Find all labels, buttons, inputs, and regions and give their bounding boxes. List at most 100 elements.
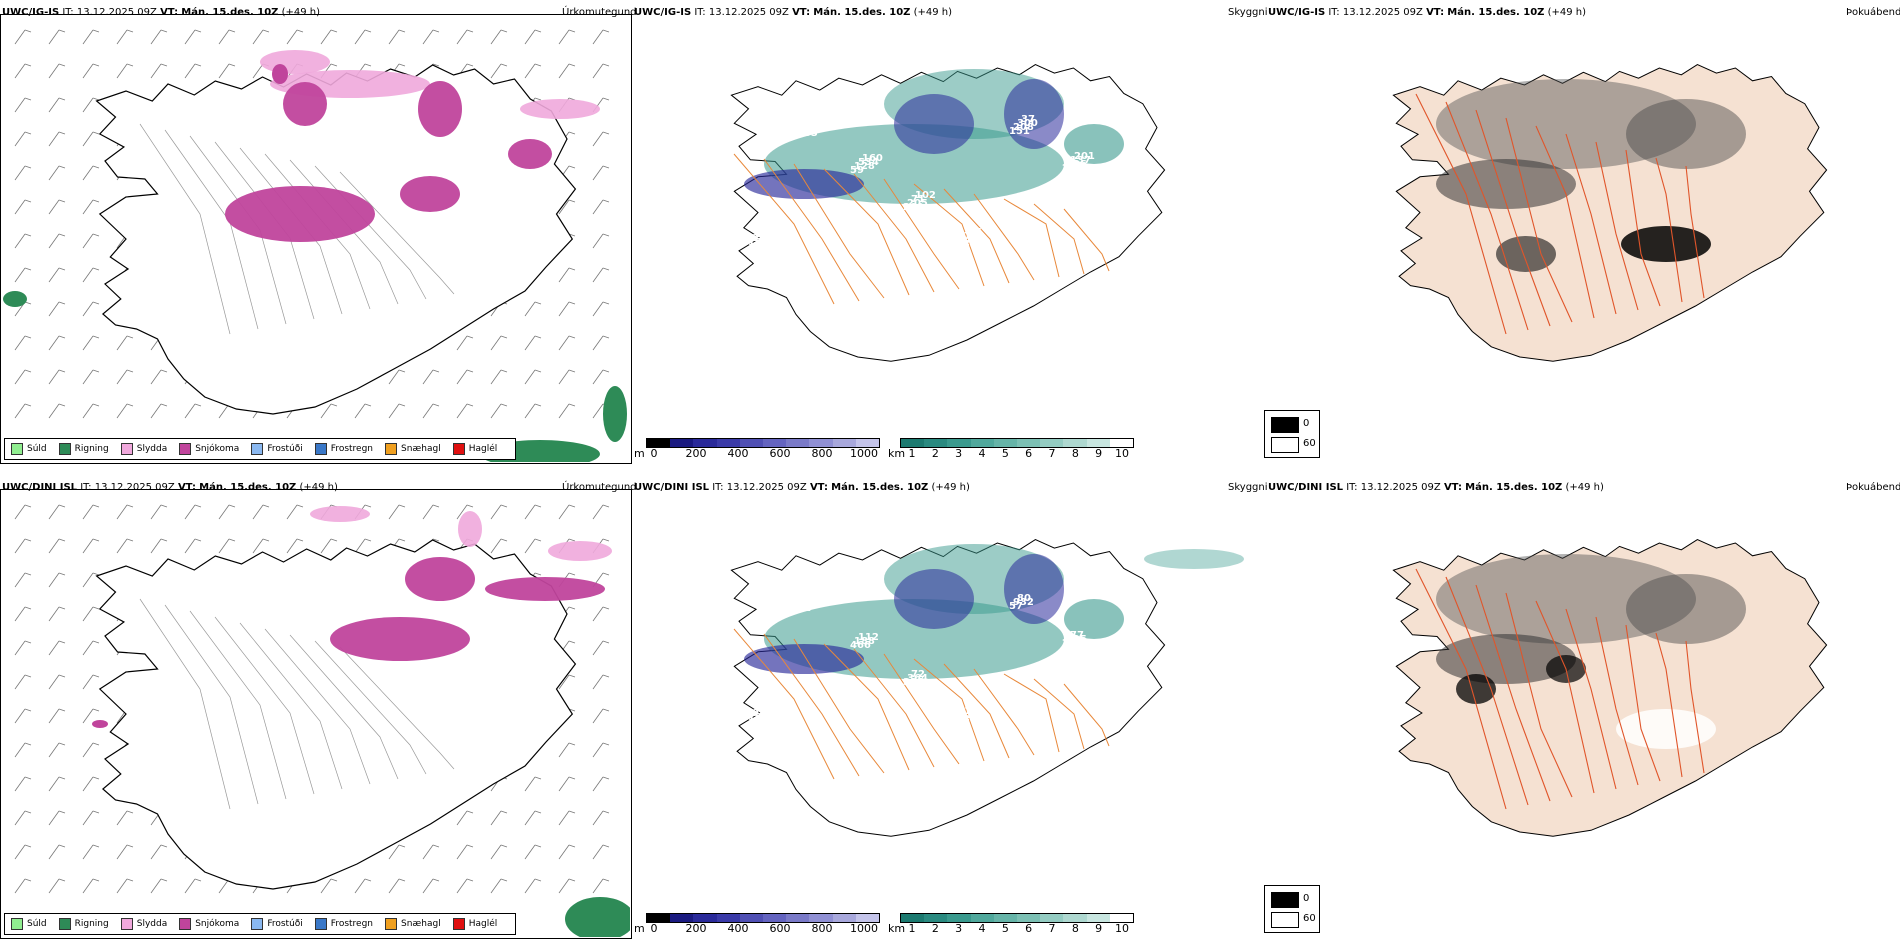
fog-legend-light-swatch xyxy=(1271,437,1299,453)
init-label: IT: xyxy=(80,482,92,493)
colorbar-tick: 400 xyxy=(727,447,749,460)
init-label: IT: xyxy=(694,7,706,18)
legend-swatch xyxy=(179,443,192,455)
iceland-outline xyxy=(1392,64,1828,362)
ceiling-height-label: 275 xyxy=(1127,188,1148,199)
ceiling-height-label: 106 xyxy=(1066,159,1087,170)
init-label: IT: xyxy=(712,482,724,493)
colorbar-tick: 10 xyxy=(1115,922,1129,935)
colorbar-segment xyxy=(786,439,810,447)
ceiling-height-label: 95 xyxy=(1115,200,1129,211)
fog-title: Þokuábendi xyxy=(1846,7,1900,18)
colorbar-segment xyxy=(901,439,925,447)
legend-swatch xyxy=(314,918,327,930)
legend-label: Slydda xyxy=(136,919,168,929)
colorbar-segment xyxy=(832,914,856,922)
valid-label: VT: xyxy=(792,7,811,18)
colorbar-segment xyxy=(1063,439,1087,447)
fog-legend-light-label: 60 xyxy=(1303,438,1316,449)
fog-area xyxy=(1436,634,1576,684)
colorbar-tick: 600 xyxy=(769,447,791,460)
legend-item: Slydda xyxy=(120,443,168,455)
legend-item: Snjókoma xyxy=(179,918,239,930)
legend-label: Haglél xyxy=(468,444,498,454)
low-ceiling-area xyxy=(1004,554,1064,624)
colorbar-tick: 3 xyxy=(955,447,963,460)
fog-area xyxy=(1436,79,1696,169)
fog-panel: 0 60 xyxy=(1264,489,1900,939)
low-visibility-area xyxy=(1144,549,1244,569)
colorbar-segment xyxy=(832,439,856,447)
visibility-map: 128 11 466 302 73 57 224 146 180 252 188 364 116 932 1… xyxy=(730,539,1244,837)
init-time: 13.12.2025 09Z xyxy=(1342,7,1423,18)
colorbar-segment xyxy=(786,914,810,922)
colorbar-segment xyxy=(1017,914,1041,922)
colorbar-segment xyxy=(855,439,880,447)
legend-swatch xyxy=(11,443,23,455)
legend-swatch xyxy=(58,918,71,930)
lead-time: (+49 h) xyxy=(299,482,338,493)
fog-area xyxy=(1496,236,1556,272)
colorbar-tick: 800 xyxy=(811,922,833,935)
valid-label: VT: xyxy=(160,7,179,18)
snow-area xyxy=(283,82,327,126)
colorbar-segment xyxy=(739,439,764,447)
legend-swatch xyxy=(452,918,465,930)
legend-swatch xyxy=(58,443,71,455)
model-name: UWC/IG-IS xyxy=(2,7,60,18)
legend-label: Frostregn xyxy=(330,444,374,454)
init-time: 13.12.2025 09Z xyxy=(76,7,157,18)
ceiling-height-label: 245 xyxy=(960,235,981,246)
bottom-row: Súld Rigning Slydda Snjókoma Frostúði Frostre… xyxy=(0,475,1900,950)
fog-legend-dark-swatch xyxy=(1271,417,1299,433)
legend-item: Rigning xyxy=(58,443,109,455)
ceiling-colorbar: m 0 200 400 600 800 1000 xyxy=(634,913,884,939)
ceiling-height-label: 77 xyxy=(1070,630,1084,641)
colorbar-segment xyxy=(970,914,994,922)
colorbar-segment xyxy=(993,914,1018,922)
colorbar-tick: 1 xyxy=(908,447,916,460)
snow-area xyxy=(400,176,460,212)
ceiling-height-label: 128 xyxy=(744,566,765,577)
legend-item: Súld xyxy=(11,918,47,930)
init-time: 13.12.2025 09Z xyxy=(94,482,175,493)
legend-swatch xyxy=(251,918,264,930)
colorbar-tick: 6 xyxy=(1025,447,1033,460)
legend-item: Slydda xyxy=(120,918,168,930)
init-label: IT: xyxy=(1328,7,1340,18)
colorbar-segment xyxy=(809,439,833,447)
valid-label: VT: xyxy=(177,482,196,493)
panel-header: UWC/IG-IS IT: 13.12.2025 09Z VT: Mán. 15… xyxy=(634,6,952,20)
ceiling-height-label: 59 xyxy=(850,165,864,176)
colorbar-segment xyxy=(947,914,971,922)
fog-legend-dark-label: 0 xyxy=(1303,418,1310,429)
colorbar-unit: m xyxy=(634,922,645,935)
visibility-colorbar: km 1 2 3 4 5 6 7 8 9 10 xyxy=(888,913,1138,939)
ceiling-height-label: 252 xyxy=(801,599,822,610)
ceiling-height-label: 107 xyxy=(1119,671,1140,682)
panel-header: UWC/DINI ISL IT: 13.12.2025 09Z VT: Mán.… xyxy=(634,481,970,495)
ceiling-height-label: 73 xyxy=(956,714,970,725)
colorbar-tick: 4 xyxy=(978,447,986,460)
ceiling-height-label: 78 xyxy=(964,231,978,242)
ceiling-height-label: 298 xyxy=(1119,196,1140,207)
legend-label: Snjókoma xyxy=(195,919,240,929)
legend-label: Snjókoma xyxy=(195,444,240,454)
ceiling-colorbar: m 0 200 400 600 800 1000 xyxy=(634,438,884,464)
colorbar-tick: 1000 xyxy=(850,447,878,460)
model-name: UWC/DINI ISL xyxy=(634,482,710,493)
legend-label: Slydda xyxy=(136,444,168,454)
valid-time: Mán. 15.des. 10Z xyxy=(181,7,279,18)
ceiling-height-label: 137 xyxy=(1070,155,1091,166)
clear-area xyxy=(1616,709,1716,749)
legend-label: Frostregn xyxy=(330,919,374,929)
ceiling-height-label: 79 xyxy=(1123,192,1137,203)
ceiling-height-label: 534 xyxy=(858,157,879,168)
colorbar-segment xyxy=(693,439,717,447)
colorbar-segment xyxy=(1086,914,1110,922)
ceiling-height-label: 258 xyxy=(1062,163,1083,174)
legend-label: Súld xyxy=(27,444,47,454)
legend-item: Haglél xyxy=(452,443,498,455)
top-row: Súld Rigning Slydda Snjókoma Frostúði Frostre… xyxy=(0,6,1900,464)
colorbar-tick: 3 xyxy=(955,922,963,935)
